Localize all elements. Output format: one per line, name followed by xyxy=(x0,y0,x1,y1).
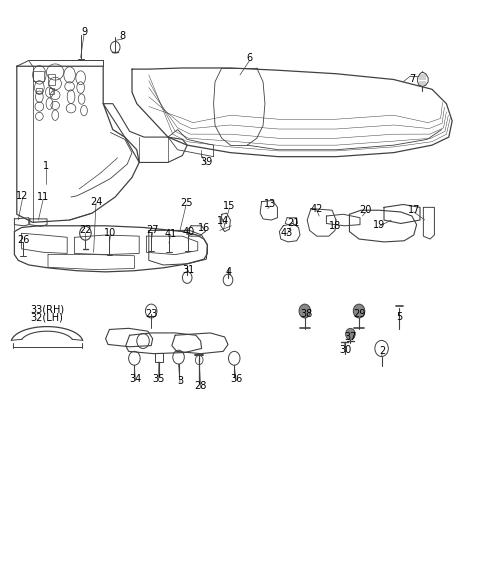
Text: 16: 16 xyxy=(198,223,210,233)
Text: 17: 17 xyxy=(408,205,420,215)
Text: 4: 4 xyxy=(226,267,232,277)
Text: 11: 11 xyxy=(37,192,49,202)
Text: 24: 24 xyxy=(90,196,102,207)
Text: 28: 28 xyxy=(194,381,207,391)
Text: 27: 27 xyxy=(146,225,159,236)
Text: 6: 6 xyxy=(247,52,252,63)
Text: 19: 19 xyxy=(373,219,385,230)
Circle shape xyxy=(299,304,311,318)
Text: 29: 29 xyxy=(353,309,365,319)
Circle shape xyxy=(353,304,365,318)
Bar xyxy=(48,74,55,85)
Text: 10: 10 xyxy=(104,228,117,238)
Text: 13: 13 xyxy=(264,199,276,210)
Text: 15: 15 xyxy=(223,201,236,211)
Bar xyxy=(155,353,163,362)
Bar xyxy=(36,88,42,93)
Text: 9: 9 xyxy=(81,26,87,37)
Text: 23: 23 xyxy=(145,309,157,319)
Text: 20: 20 xyxy=(360,205,372,215)
Text: 36: 36 xyxy=(230,374,242,384)
Text: 2: 2 xyxy=(379,346,385,357)
Text: 43: 43 xyxy=(281,228,293,238)
Text: 7: 7 xyxy=(408,74,415,85)
Text: 40: 40 xyxy=(182,226,195,237)
Text: 14: 14 xyxy=(217,215,229,226)
Text: 33(RH): 33(RH) xyxy=(30,305,64,315)
Bar xyxy=(33,71,44,81)
Text: 30: 30 xyxy=(339,345,352,355)
Text: 5: 5 xyxy=(396,312,403,322)
Text: 8: 8 xyxy=(120,31,125,41)
Text: 31: 31 xyxy=(182,264,195,275)
Text: 25: 25 xyxy=(180,198,192,208)
Text: 34: 34 xyxy=(129,374,142,384)
Text: 22: 22 xyxy=(79,225,92,236)
Text: 1: 1 xyxy=(43,161,48,171)
Text: 26: 26 xyxy=(17,234,29,245)
Text: 12: 12 xyxy=(16,191,29,201)
Text: 3: 3 xyxy=(177,376,183,386)
Text: 35: 35 xyxy=(152,374,165,384)
Text: 39: 39 xyxy=(200,157,213,168)
Circle shape xyxy=(346,328,355,340)
Text: 32(LH): 32(LH) xyxy=(31,313,63,323)
Text: 41: 41 xyxy=(164,229,177,239)
Text: 38: 38 xyxy=(300,309,312,319)
Text: 37: 37 xyxy=(344,332,357,342)
Text: 42: 42 xyxy=(311,203,323,214)
Text: 18: 18 xyxy=(329,221,341,231)
Text: 21: 21 xyxy=(288,218,300,229)
Bar xyxy=(49,88,54,94)
